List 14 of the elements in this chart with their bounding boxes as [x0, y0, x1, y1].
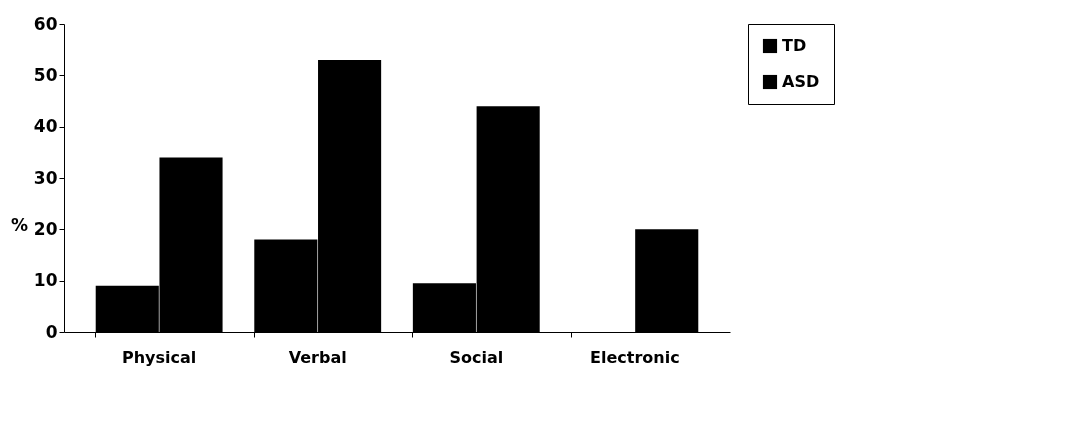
y-axis-title: %: [10, 214, 29, 235]
legend-label: TD: [782, 36, 807, 55]
x-tick-label: Social: [449, 347, 504, 367]
y-tick-label: 50: [33, 64, 58, 85]
y-tick-label: 60: [33, 13, 58, 34]
x-tick-label: Verbal: [288, 347, 347, 367]
legend-label: ASD: [782, 72, 820, 91]
y-tick-label: 10: [33, 270, 58, 291]
y-tick-label: 20: [33, 218, 58, 239]
y-tick-label: 30: [33, 167, 58, 188]
y-tick-label: 0: [45, 321, 58, 342]
x-tick-label: Electronic: [590, 347, 680, 367]
y-tick-label: 40: [33, 116, 58, 137]
x-tick-label: Physical: [121, 347, 197, 367]
